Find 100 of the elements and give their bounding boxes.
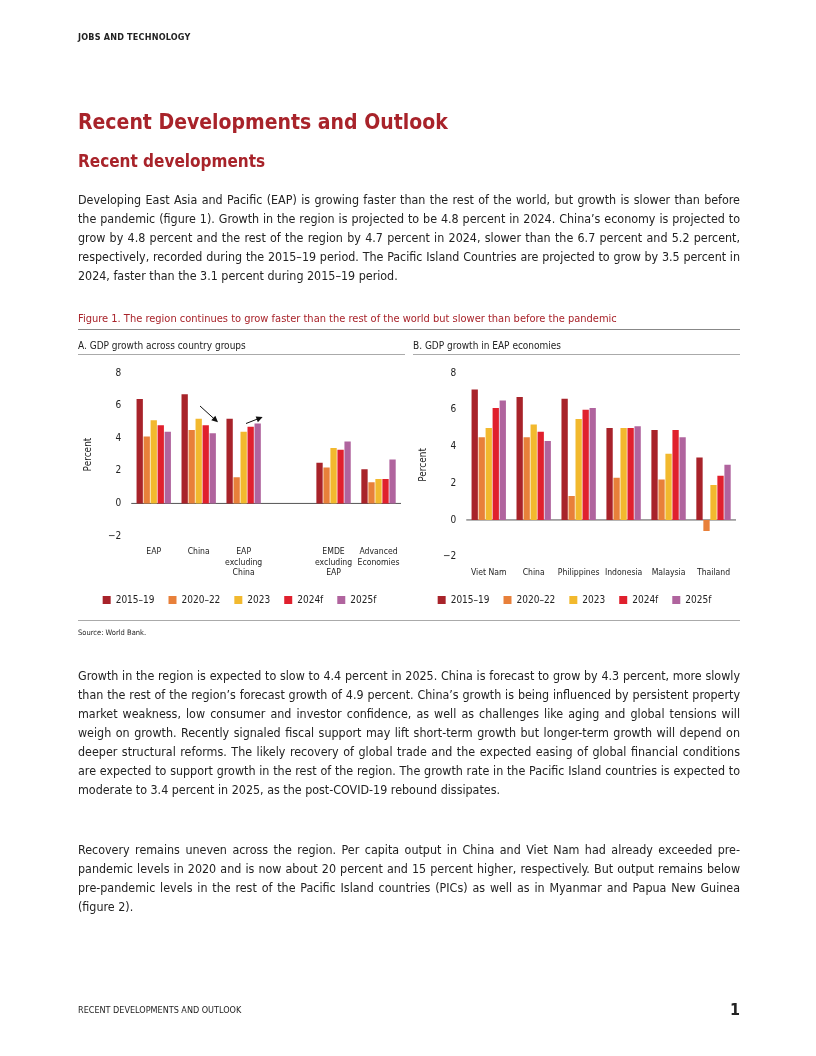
bar	[375, 478, 382, 504]
caption: Figure 1. The region continues to grow faster than the rest of the world but slower than before the pandemic	[78, 312, 740, 330]
bar	[582, 409, 589, 520]
bar	[703, 519, 710, 531]
bar	[606, 428, 613, 520]
bar	[523, 437, 530, 520]
legend-label: 2024f	[297, 593, 325, 605]
bar	[679, 437, 686, 520]
text: 1	[729, 1000, 740, 1019]
bar	[717, 475, 724, 520]
y-tick-label: 0	[450, 513, 457, 525]
bar	[150, 420, 157, 504]
legend-label: 2020–22	[516, 593, 556, 605]
bar	[344, 441, 351, 504]
bar	[530, 424, 537, 520]
text: Recovery remains uneven across the region. Per capita output in China and Viet Nam had already exceeded pre-pandemic levels in 2020 and is now about 20 percent and 15 percent higher, respectively. But output remains below pre-pandemic levels in the rest of the Pacific Island countries (PICs) as well as in Myanmar and Papua New Guinea (figure 2).	[78, 841, 740, 916]
bar	[537, 431, 544, 520]
x-tick-label: Indonesia	[604, 567, 643, 578]
bar	[613, 477, 620, 520]
bar	[665, 453, 672, 520]
x-tick-label: EMDE excluding EAP	[314, 546, 353, 578]
bar	[672, 429, 679, 520]
text: Recent Developments and Outlook	[78, 110, 448, 134]
bar	[195, 418, 202, 504]
y-tick-label: 8	[115, 366, 122, 378]
bar	[247, 426, 254, 504]
bar	[209, 433, 216, 504]
bar	[316, 462, 323, 504]
chart-title: A. GDP growth across country groups	[78, 340, 405, 355]
x-tick-label: Thailand	[695, 567, 731, 578]
y-tick-label: 4	[450, 440, 457, 452]
bar	[724, 464, 731, 520]
legend-label: 2023	[247, 593, 271, 605]
bar	[382, 478, 389, 504]
bar	[188, 430, 195, 504]
bar	[337, 449, 344, 504]
bar	[516, 396, 523, 520]
legend-label: 2020–22	[181, 593, 221, 605]
bar	[389, 459, 396, 504]
legend-label: 2023	[582, 593, 606, 605]
x-tick-label: China	[187, 546, 210, 557]
bar	[240, 431, 247, 504]
bar	[471, 389, 478, 520]
bar	[658, 479, 665, 520]
bar	[710, 485, 717, 520]
y-tick-label: 2	[450, 476, 457, 488]
bar	[143, 436, 150, 504]
legend-label: 2015–19	[115, 593, 155, 605]
legend-label: 2025f	[350, 593, 378, 605]
bar	[136, 399, 143, 504]
y-tick-label: 6	[115, 399, 122, 411]
bar	[361, 469, 368, 504]
bar	[368, 482, 375, 504]
bar	[627, 428, 634, 520]
x-tick-label: EAP excluding China	[225, 546, 263, 578]
x-tick-label: Advanced Economies	[357, 546, 400, 567]
x-tick-label: Philippines	[557, 567, 600, 578]
bar	[620, 428, 627, 520]
y-tick-label: 4	[115, 431, 122, 443]
y-tick-label: −2	[108, 529, 122, 541]
text: JOBS AND TECHNOLOGY	[78, 32, 191, 42]
bar	[164, 431, 171, 504]
y-axis-title: Percent	[81, 437, 93, 472]
bar	[651, 429, 658, 520]
bar	[330, 448, 337, 504]
y-tick-label: −2	[443, 550, 457, 562]
legend-label: 2024f	[632, 593, 660, 605]
bar	[575, 418, 582, 520]
bar	[202, 425, 209, 504]
bar	[478, 437, 485, 520]
bar	[589, 407, 596, 520]
y-tick-label: 0	[115, 497, 122, 509]
bar	[634, 426, 641, 520]
text: Developing East Asia and Pacific (EAP) is growing faster than the rest of the world, but growth is slower than before the pandemic (figure 1). Growth in the region is projected to be 4.8 percent in 2024. China’s economy is projected to grow by 4.8 percent and the rest of the region by 4.7 percent in 2024, slower than the 6.7 percent and 5.2 percent, respectively, recorded during the 2015–19 period. The Pacific Island Countries are projected to grow by 3.5 percent in 2024, faster than the 3.1 percent during 2015–19 period.	[78, 191, 740, 285]
bar	[492, 407, 499, 520]
bar	[233, 477, 240, 504]
bar	[696, 457, 703, 520]
x-tick-label: Malaysia	[651, 567, 686, 578]
bar	[499, 400, 506, 520]
legend-label: 2025f	[685, 593, 713, 605]
bar	[323, 467, 330, 504]
y-axis-title: Percent	[416, 447, 428, 482]
bar	[157, 425, 164, 504]
chart-title: B. GDP growth in EAP economies	[413, 340, 740, 355]
bar	[561, 398, 568, 520]
text: Recent developments	[78, 151, 266, 171]
y-tick-label: 2	[115, 464, 122, 476]
bar	[485, 428, 492, 520]
y-tick-label: 6	[450, 403, 457, 415]
legend-label: 2015–19	[450, 593, 490, 605]
x-tick-label: Viet Nam	[470, 567, 507, 578]
text: RECENT DEVELOPMENTS AND OUTLOOK	[78, 1005, 242, 1015]
bar	[568, 496, 575, 520]
x-tick-label: EAP	[146, 546, 162, 557]
text: Growth in the region is expected to slow to 4.4 percent in 2025. China is forecast to grow by 4.3 percent, more slowly than the rest of the region’s forecast growth of 4.9 percent. China’s growth is being influenced by persistent property market weakness, low consumer and investor confidence, as well as challenges like aging and global tensions will weigh on growth. Recently signaled fiscal support may lift short-term growth but longer-term growth will depend on deeper structural reforms. The likely recovery of global trade and the expected easing of global financial conditions are expected to support growth in the rest of the region. The growth rate in the Pacific Island countries is expected to moderate to 3.4 percent in 2025, as the post-COVID-19 rebound dissipates.	[78, 667, 740, 799]
bar	[226, 418, 233, 504]
x-tick-label: China	[522, 567, 545, 578]
bar	[181, 394, 188, 504]
y-tick-label: 8	[450, 366, 457, 378]
bar	[544, 440, 551, 520]
